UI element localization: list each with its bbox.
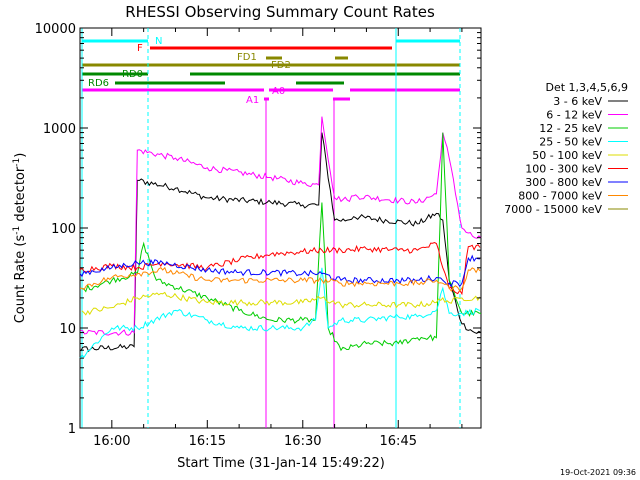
y-axis-label: Count Rate (s-1 detector-1) (12, 153, 28, 324)
series-line (79, 267, 481, 359)
legend-title: Det 1,3,4,5,6,9 (545, 81, 628, 94)
legend-entry: 800 - 7000 keV (518, 190, 602, 203)
legend-entry: 100 - 300 keV (525, 163, 602, 176)
y-tick-label: 10 (59, 322, 76, 337)
series-line (81, 132, 482, 352)
legend-entry: 6 - 12 keV (546, 109, 602, 122)
legend-entry: 25 - 50 keV (539, 136, 602, 149)
series-line (80, 132, 482, 353)
flag-label: A0 (272, 86, 285, 97)
x-axis-label: Start Time (31-Jan-14 15:49:22) (177, 456, 385, 471)
x-tick-label: 16:30 (284, 434, 321, 449)
y-tick-label: 10000 (35, 22, 76, 37)
flag-label: FD1 (237, 52, 257, 63)
legend-entry: 3 - 6 keV (553, 95, 602, 108)
legend-entry: 300 - 800 keV (525, 176, 602, 189)
series-line (80, 116, 482, 336)
y-tick-label: 1 (68, 422, 76, 437)
series-line (79, 241, 481, 296)
legend-entry: 7000 - 15000 keV (504, 203, 602, 216)
legend-entry: 50 - 100 keV (532, 149, 602, 162)
flag-label: FD2 (271, 60, 291, 71)
axis-layer: 1 10 100 1000 10000 16:00 16:15 16:30 16:45 (35, 22, 481, 449)
series-line (79, 266, 481, 292)
y-tick-label: 1000 (43, 122, 76, 137)
x-tick-label: 16:15 (189, 434, 226, 449)
flag-label: RD0 (122, 69, 143, 80)
x-tick-label: 16:45 (380, 434, 417, 449)
chart-title: RHESSI Observing Summary Count Rates (125, 3, 435, 21)
y-tick-label: 100 (51, 222, 76, 237)
x-tick-label: 16:00 (93, 434, 130, 449)
series-layer (79, 116, 482, 359)
annotation-layer: N F FD1 FD2 RD0 RD6 A0 A1 (81, 28, 461, 428)
timestamp: 19-Oct-2021 09:36 (560, 468, 636, 477)
series-line (81, 291, 481, 316)
flag-label: RD6 (88, 78, 109, 89)
flag-label: F (137, 43, 143, 54)
flag-label: A1 (246, 95, 259, 106)
legend-entry: 12 - 25 keV (539, 122, 602, 135)
flag-label: N (155, 36, 162, 47)
